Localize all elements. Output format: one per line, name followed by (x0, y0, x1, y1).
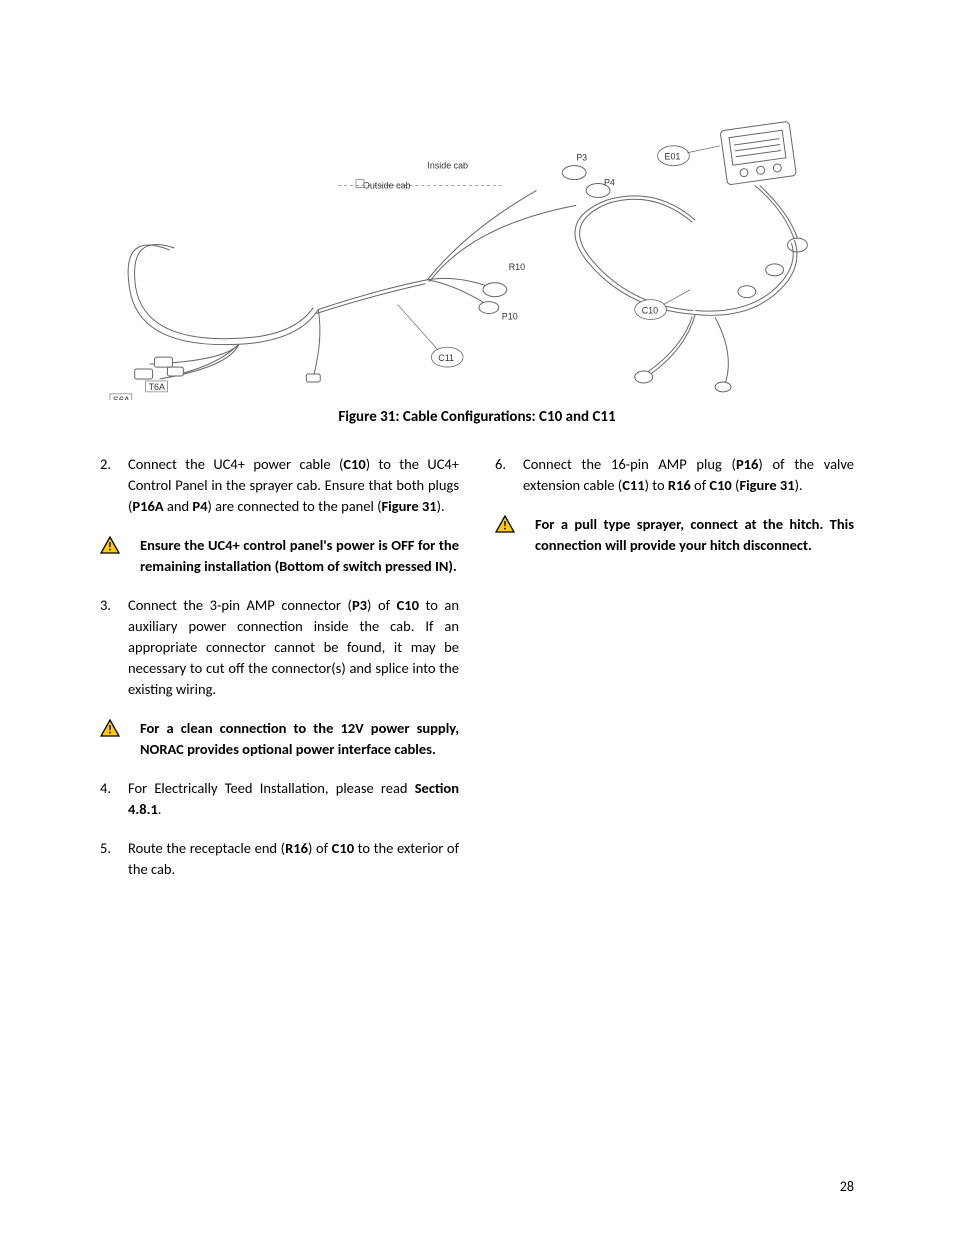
label-s6a: S6A (113, 395, 130, 400)
warning-text: For a pull type sprayer, connect at the … (535, 514, 854, 556)
cable-diagram-svg: Inside cab Outside cab P3 P4 R10 P10 C11… (100, 100, 854, 400)
step-number: 2. (100, 454, 128, 517)
label-t6a: T6A (149, 382, 165, 392)
label-e01: E01 (665, 152, 681, 162)
warning-icon: ! (495, 514, 535, 556)
warning-2: ! For a clean connection to the 12V powe… (100, 718, 459, 760)
svg-text:!: ! (503, 520, 507, 534)
step-number: 6. (495, 454, 523, 496)
svg-text:!: ! (108, 541, 112, 555)
warning-text: Ensure the UC4+ control panel's power is… (140, 535, 459, 577)
step-number: 5. (100, 838, 128, 880)
page-number: 28 (840, 1178, 854, 1195)
step-body: Connect the 16-pin AMP plug (P16) of the… (523, 454, 854, 496)
content-columns: 2. Connect the UC4+ power cable (C10) to… (100, 454, 854, 898)
step-number: 3. (100, 595, 128, 700)
step-3: 3. Connect the 3-pin AMP connector (P3) … (100, 595, 459, 700)
label-r10: R10 (509, 262, 525, 272)
label-outside-cab: Outside cab (363, 180, 411, 190)
step-body: For Electrically Teed Installation, plea… (128, 778, 459, 820)
figure-caption: Figure 31: Cable Configurations: C10 and… (100, 408, 854, 426)
label-c11: C11 (438, 353, 454, 363)
warning-icon: ! (100, 718, 140, 760)
warning-1: ! Ensure the UC4+ control panel's power … (100, 535, 459, 577)
svg-text:!: ! (108, 724, 112, 738)
figure-diagram: Inside cab Outside cab P3 P4 R10 P10 C11… (100, 100, 854, 400)
step-number: 4. (100, 778, 128, 820)
step-body: Route the receptacle end (R16) of C10 to… (128, 838, 459, 880)
warning-icon: ! (100, 535, 140, 577)
step-5: 5. Route the receptacle end (R16) of C10… (100, 838, 459, 880)
step-2: 2. Connect the UC4+ power cable (C10) to… (100, 454, 459, 517)
step-4: 4. For Electrically Teed Installation, p… (100, 778, 459, 820)
label-p4: P4 (604, 178, 615, 188)
label-p3: P3 (576, 153, 587, 163)
label-p10: P10 (502, 311, 518, 321)
warning-3: ! For a pull type sprayer, connect at th… (495, 514, 854, 556)
warning-text: For a clean connection to the 12V power … (140, 718, 459, 760)
right-column: 6. Connect the 16-pin AMP plug (P16) of … (495, 454, 854, 898)
step-body: Connect the UC4+ power cable (C10) to th… (128, 454, 459, 517)
label-c10: C10 (642, 305, 658, 315)
left-column: 2. Connect the UC4+ power cable (C10) to… (100, 454, 459, 898)
label-inside-cab: Inside cab (427, 161, 468, 171)
step-body: Connect the 3-pin AMP connector (P3) of … (128, 595, 459, 700)
step-6: 6. Connect the 16-pin AMP plug (P16) of … (495, 454, 854, 496)
